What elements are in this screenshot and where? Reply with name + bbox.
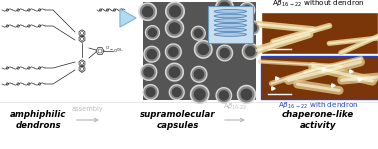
Polygon shape [146,88,155,96]
Polygon shape [144,46,160,62]
Polygon shape [216,88,232,103]
Polygon shape [169,67,180,77]
Text: A$\beta_{16\text{-}22}$: A$\beta_{16\text{-}22}$ [223,102,247,112]
Text: supramolecular
capsules: supramolecular capsules [140,110,216,130]
Polygon shape [141,64,157,80]
Polygon shape [237,85,256,103]
Text: O: O [105,46,108,50]
Text: CH₃: CH₃ [117,48,124,52]
Polygon shape [198,44,208,54]
Text: chaperone-like
activity: chaperone-like activity [282,110,354,130]
Polygon shape [245,21,259,35]
Polygon shape [144,67,153,77]
Polygon shape [167,45,180,58]
Polygon shape [240,3,255,18]
Ellipse shape [214,14,246,18]
Polygon shape [191,66,207,82]
Polygon shape [242,43,258,59]
Polygon shape [167,4,183,19]
Polygon shape [143,7,153,17]
Polygon shape [169,85,184,100]
Polygon shape [219,2,229,13]
Polygon shape [167,21,182,36]
Text: assembly: assembly [72,106,104,112]
Polygon shape [144,86,157,98]
Polygon shape [192,68,205,81]
Bar [261,56,378,99]
Ellipse shape [214,10,246,13]
Polygon shape [216,0,233,16]
Polygon shape [172,88,181,97]
Polygon shape [194,41,212,58]
Polygon shape [196,42,211,56]
Polygon shape [217,89,230,102]
Polygon shape [217,0,232,15]
Text: A$\beta$$_{\mathregular{16-22}}$ without dendron: A$\beta$$_{\mathregular{16-22}}$ without… [272,0,364,9]
Polygon shape [220,48,229,58]
Polygon shape [166,44,181,60]
Polygon shape [169,47,178,56]
Polygon shape [194,29,202,37]
Polygon shape [219,91,228,100]
Ellipse shape [214,23,246,27]
Polygon shape [147,27,158,38]
Polygon shape [216,24,228,37]
Polygon shape [243,6,251,14]
Polygon shape [141,4,155,19]
Polygon shape [194,70,203,79]
Polygon shape [143,85,158,100]
Polygon shape [246,47,255,56]
Polygon shape [120,9,136,27]
Polygon shape [166,63,183,81]
Ellipse shape [214,19,246,22]
Polygon shape [166,19,184,37]
Polygon shape [167,65,182,79]
Polygon shape [217,45,232,61]
Polygon shape [218,47,231,59]
Polygon shape [248,24,257,32]
Polygon shape [191,26,205,40]
Polygon shape [239,87,254,102]
Ellipse shape [214,28,246,32]
Polygon shape [170,6,180,17]
Polygon shape [142,66,155,79]
Bar [261,12,378,54]
Polygon shape [241,89,252,100]
Polygon shape [146,48,158,61]
Text: O: O [114,49,117,53]
Polygon shape [146,26,160,39]
Polygon shape [191,85,209,103]
Polygon shape [149,29,156,37]
Polygon shape [215,23,229,38]
Ellipse shape [214,33,246,36]
Bar [143,2,255,99]
Polygon shape [169,23,180,33]
Polygon shape [194,89,205,100]
Polygon shape [193,28,204,39]
Polygon shape [247,22,258,34]
Polygon shape [139,3,156,20]
Polygon shape [166,2,184,21]
Polygon shape [147,50,156,59]
Polygon shape [244,45,257,58]
Polygon shape [171,86,183,98]
Bar [208,6,253,43]
Polygon shape [218,26,226,35]
Polygon shape [192,87,207,102]
Polygon shape [241,4,253,16]
Text: amphiphilic
dendrons: amphiphilic dendrons [10,110,66,130]
Text: A$\beta$$_{\mathregular{16-22}}$ with dendron: A$\beta$$_{\mathregular{16-22}}$ with de… [278,101,358,111]
